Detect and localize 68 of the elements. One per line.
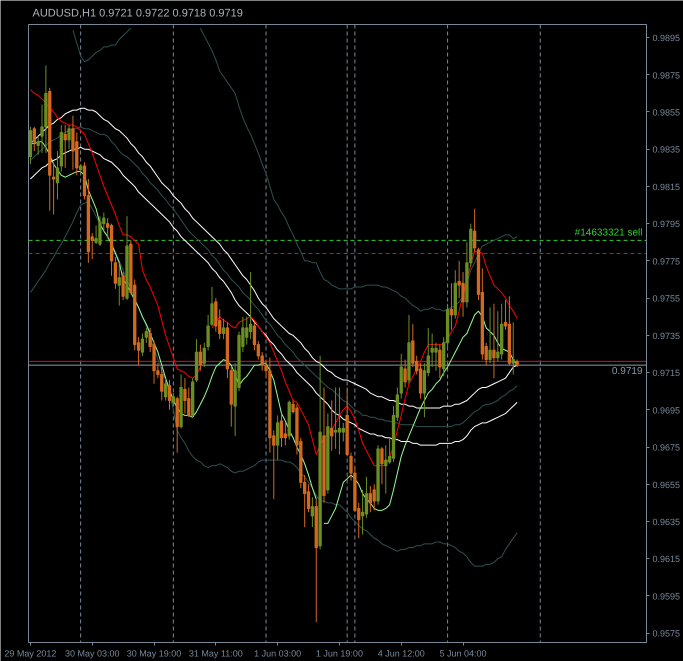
y-tick-label: 0.9595 [652,591,680,602]
x-tick-label: 29 May 2012 [4,648,56,658]
candlestick [434,342,438,372]
candlestick [310,496,314,528]
candlestick [164,378,168,402]
x-tick-label: 31 May 11:00 [188,648,243,658]
candlestick [472,208,476,252]
y-tick-label: 0.9575 [652,628,680,639]
x-tick-label: 5 Jun 04:00 [440,648,487,658]
candlestick [140,333,144,356]
candlestick [364,476,368,518]
candlestick [172,392,176,405]
y-tick-label: 0.9755 [652,294,680,304]
x-tick-label: 30 May 19:00 [126,648,182,658]
candlestick [168,380,172,410]
candlestick [118,262,121,306]
line-series [30,200,518,567]
x-tick-label: 1 Jun 03:00 [254,648,302,658]
candlestick [450,282,454,330]
candlestick [488,306,492,364]
candlestick [183,378,187,414]
candlestick [32,126,36,152]
y-tick-label: 0.9895 [652,33,680,44]
ref-line-label: #14633321 sell [574,227,643,238]
candlestick [380,446,384,485]
candlestick [368,486,372,513]
candlestick [210,286,214,327]
x-tick-label: 1 Jun 19:00 [316,648,363,658]
candlestick [78,164,82,174]
y-tick-label: 0.9795 [652,219,680,230]
candlestick [280,413,284,448]
chart-title: AUDUSD,H1 0.9721 0.9722 0.9718 0.9719 [32,8,243,20]
y-tick-label: 0.9775 [652,256,680,266]
candlestick [121,272,125,300]
candlestick [438,344,442,379]
y-tick-label: 0.9835 [652,144,680,155]
y-tick-label: 0.9735 [652,330,680,341]
x-tick-label: 4 Jun 12:00 [378,648,425,658]
x-tick-label: 30 May 03:00 [64,648,120,658]
y-tick-label: 0.9635 [652,517,680,528]
y-tick-label: 0.9675 [652,442,680,453]
candlestick [222,318,226,340]
candlestick [284,422,288,446]
candlestick [98,216,102,247]
candlestick [248,272,252,340]
y-tick-label: 0.9715 [652,368,680,378]
y-tick-label: 0.9615 [652,554,680,564]
ref-line-label: 0.9719 [612,366,643,378]
candlestick [94,225,98,245]
candlestick [403,359,407,388]
candlestick [330,400,334,452]
candlestick [306,484,310,513]
y-tick-label: 0.9815 [652,182,680,192]
candlestick [512,322,515,375]
y-tick-label: 0.9855 [652,107,680,118]
y-tick-label: 0.9875 [652,70,680,80]
candlestick [198,344,202,372]
candlestick [342,422,345,442]
candlestick [372,484,376,511]
candlestick [160,366,164,402]
y-tick-label: 0.9695 [652,405,680,416]
candlestick [67,124,71,150]
candlestick [461,272,465,318]
candlestick [276,414,280,461]
candlestick [338,386,342,455]
candlestick [71,115,75,170]
candlestick [64,124,67,168]
y-tick-label: 0.9655 [652,480,680,490]
